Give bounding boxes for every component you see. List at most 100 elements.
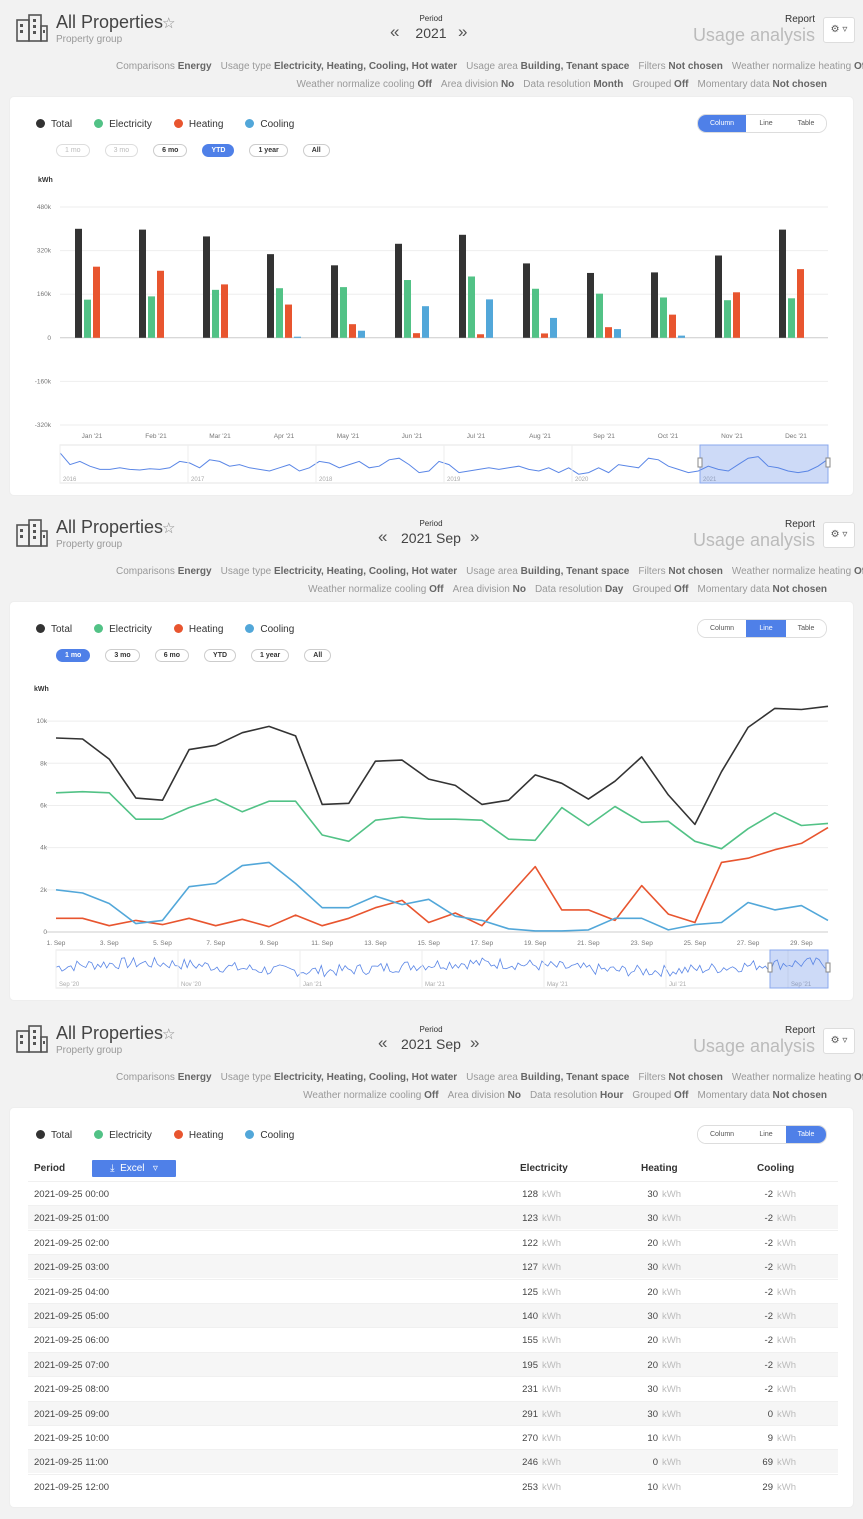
tab-line[interactable]: Line — [746, 620, 786, 637]
navigator-handle-right[interactable] — [825, 457, 831, 468]
excel-export-button[interactable]: ⤓ Excel ▿ — [92, 1160, 176, 1177]
favorite-star-icon[interactable]: ☆ — [162, 520, 176, 537]
legend-item-electricity[interactable]: Electricity — [94, 624, 152, 635]
bar-heating[interactable] — [669, 314, 676, 338]
legend-item-heating[interactable]: Heating — [173, 624, 223, 635]
range-3-mo[interactable]: 3 mo — [105, 649, 140, 662]
navigator-selection[interactable] — [699, 444, 829, 484]
bar-cooling[interactable] — [294, 336, 301, 338]
bar-heating[interactable] — [157, 270, 164, 338]
legend-item-total[interactable]: Total — [36, 1130, 72, 1141]
filter-filters[interactable]: Filters Not chosen — [638, 566, 723, 577]
tab-table[interactable]: Table — [786, 1126, 826, 1143]
bar-electricity[interactable] — [724, 300, 731, 338]
range-1-year[interactable]: 1 year — [249, 144, 288, 157]
tab-line[interactable]: Line — [746, 115, 786, 132]
bar-electricity[interactable] — [468, 276, 475, 338]
tab-column[interactable]: Column — [698, 115, 746, 132]
range-6-mo[interactable]: 6 mo — [153, 144, 188, 157]
range-1-mo[interactable]: 1 mo — [56, 144, 90, 157]
filter-momentary-data[interactable]: Momentary data Not chosen — [697, 1090, 828, 1101]
navigator-handle-left[interactable] — [767, 962, 773, 973]
tab-column[interactable]: Column — [698, 620, 746, 637]
filter-comparisons[interactable]: Comparisons Energy — [116, 566, 212, 577]
bar-total[interactable] — [267, 254, 274, 338]
settings-dropdown-button[interactable]: ⚙ ▿ — [823, 1028, 855, 1054]
filter-area-division[interactable]: Area division No — [440, 79, 515, 90]
bar-heating[interactable] — [413, 333, 420, 338]
bar-electricity[interactable] — [84, 299, 91, 338]
tab-line[interactable]: Line — [746, 1126, 786, 1143]
filter-weather-normalize-cooling[interactable]: Weather normalize cooling Off — [308, 584, 444, 595]
bar-total[interactable] — [715, 255, 722, 338]
bar-electricity[interactable] — [212, 289, 219, 338]
bar-heating[interactable] — [797, 269, 804, 338]
bar-electricity[interactable] — [148, 296, 155, 338]
filter-weather-normalize-heating[interactable]: Weather normalize heating Off — [732, 1072, 863, 1083]
legend-item-electricity[interactable]: Electricity — [94, 119, 152, 130]
previous-period-button[interactable]: « — [378, 1033, 388, 1052]
line-total[interactable] — [55, 705, 829, 826]
bar-heating[interactable] — [93, 266, 100, 338]
bar-electricity[interactable] — [660, 297, 667, 338]
line-electricity[interactable] — [55, 790, 829, 850]
bar-electricity[interactable] — [404, 280, 411, 338]
favorite-star-icon[interactable]: ☆ — [162, 15, 176, 32]
bar-total[interactable] — [523, 263, 530, 338]
range-3-mo[interactable]: 3 mo — [104, 144, 139, 157]
bar-cooling[interactable] — [550, 317, 557, 338]
bar-cooling[interactable] — [678, 335, 685, 338]
tab-table[interactable]: Table — [786, 620, 826, 637]
range-all[interactable]: All — [302, 144, 330, 157]
filter-grouped[interactable]: Grouped Off — [632, 1090, 689, 1101]
line-cooling[interactable] — [55, 861, 829, 932]
filter-comparisons[interactable]: Comparisons Energy — [116, 1072, 212, 1083]
filter-usage-area[interactable]: Usage area Building, Tenant space — [466, 61, 630, 72]
bar-electricity[interactable] — [596, 293, 603, 338]
filter-comparisons[interactable]: Comparisons Energy — [116, 61, 212, 72]
report-type[interactable]: Usage analysis — [692, 530, 815, 550]
range-1-mo[interactable]: 1 mo — [56, 649, 91, 662]
range-ytd[interactable]: YTD — [204, 649, 237, 662]
range-1-year[interactable]: 1 year — [251, 649, 290, 662]
line-heating[interactable] — [56, 826, 829, 928]
range-ytd[interactable]: YTD — [202, 144, 235, 157]
bar-total[interactable] — [395, 243, 402, 338]
filter-weather-normalize-cooling[interactable]: Weather normalize cooling Off — [296, 79, 432, 90]
report-type[interactable]: Usage analysis — [692, 1036, 815, 1056]
filter-usage-type[interactable]: Usage type Electricity, Heating, Cooling… — [220, 566, 458, 577]
next-period-button[interactable]: » — [458, 22, 468, 41]
next-period-button[interactable]: » — [470, 527, 480, 546]
bar-electricity[interactable] — [340, 287, 347, 338]
bar-cooling[interactable] — [422, 306, 429, 338]
previous-period-button[interactable]: « — [378, 527, 388, 546]
filter-data-resolution[interactable]: Data resolution Month — [523, 79, 624, 90]
filter-weather-normalize-heating[interactable]: Weather normalize heating Off — [732, 566, 863, 577]
bar-electricity[interactable] — [276, 288, 283, 338]
legend-item-heating[interactable]: Heating — [173, 119, 223, 130]
bar-cooling[interactable] — [358, 330, 365, 338]
bar-heating[interactable] — [221, 284, 228, 338]
filter-momentary-data[interactable]: Momentary data Not chosen — [697, 584, 828, 595]
bar-total[interactable] — [587, 272, 594, 338]
filter-filters[interactable]: Filters Not chosen — [638, 1072, 723, 1083]
bar-heating[interactable] — [285, 304, 292, 338]
legend-item-heating[interactable]: Heating — [173, 1130, 223, 1141]
bar-electricity[interactable] — [532, 288, 539, 338]
favorite-star-icon[interactable]: ☆ — [162, 1026, 176, 1043]
filter-data-resolution[interactable]: Data resolution Hour — [529, 1090, 624, 1101]
legend-item-electricity[interactable]: Electricity — [94, 1130, 152, 1141]
bar-cooling[interactable] — [486, 299, 493, 338]
bar-heating[interactable] — [477, 334, 484, 338]
bar-cooling[interactable] — [614, 329, 621, 338]
filter-momentary-data[interactable]: Momentary data Not chosen — [697, 79, 828, 90]
tab-table[interactable]: Table — [786, 115, 826, 132]
column-header-cooling[interactable]: Cooling — [757, 1163, 795, 1174]
filter-data-resolution[interactable]: Data resolution Day — [534, 584, 624, 595]
legend-item-cooling[interactable]: Cooling — [245, 1130, 294, 1141]
bar-heating[interactable] — [733, 292, 740, 338]
bar-heating[interactable] — [541, 333, 548, 338]
filter-area-division[interactable]: Area division No — [452, 584, 526, 595]
previous-period-button[interactable]: « — [390, 22, 400, 41]
filter-area-division[interactable]: Area division No — [447, 1090, 521, 1101]
